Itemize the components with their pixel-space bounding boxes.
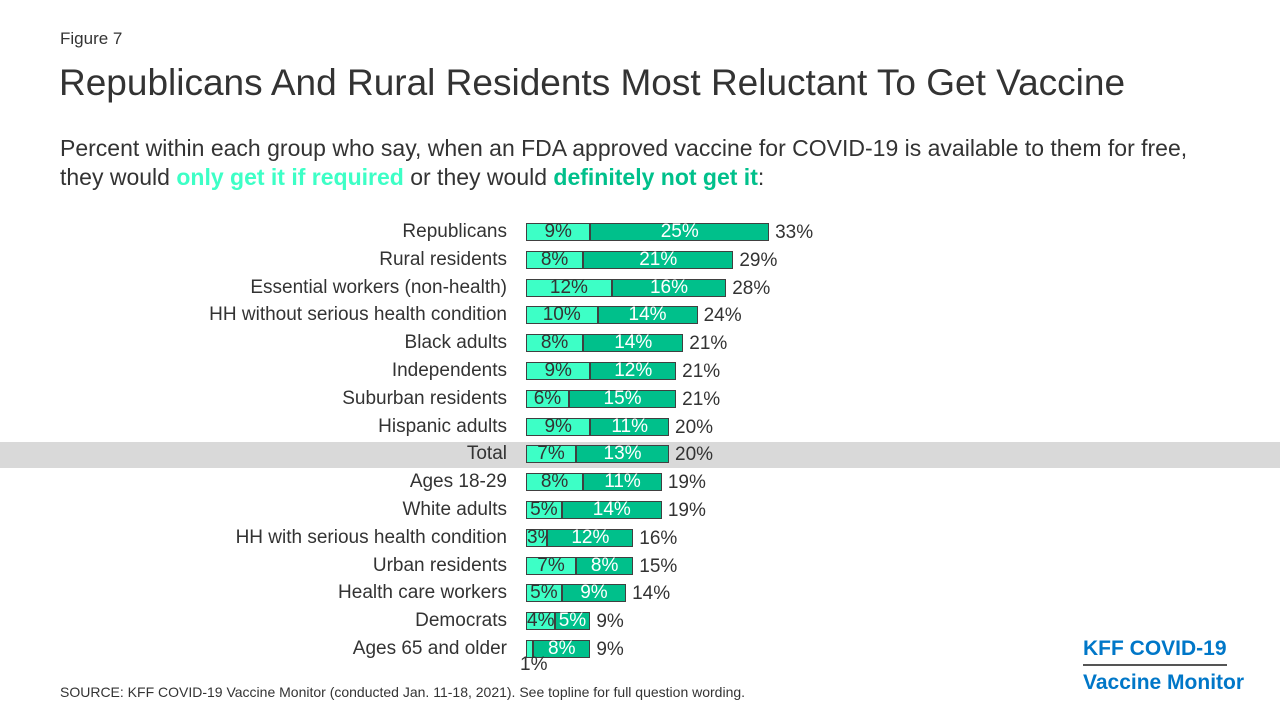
bar-definitely-not: 13% <box>576 444 669 464</box>
subtitle-text: Percent within each group who say, when … <box>60 135 1188 190</box>
bar-definitely-not: 8% <box>576 556 634 575</box>
category-label: Republicans <box>402 221 507 242</box>
total-label: 16% <box>639 527 678 549</box>
logo-line2: Vaccine Monitor <box>1083 671 1245 694</box>
category-label: Health care workers <box>338 582 507 604</box>
total-label: 20% <box>675 444 714 466</box>
total-label: 21% <box>689 333 728 355</box>
legend-only-if-required: only get it if required <box>176 164 404 190</box>
bar-definitely-not: 14% <box>597 305 698 325</box>
bar-definitely-not: 15% <box>568 389 677 408</box>
bar-definitely-not: 8% <box>533 639 591 658</box>
total-label: 19% <box>667 500 706 522</box>
category-label: Suburban residents <box>342 387 507 409</box>
category-label: Ages 18-29 <box>409 471 507 493</box>
bar-only-if-required: 7% <box>526 444 577 464</box>
category-label: Hispanic adults <box>378 415 507 437</box>
figure-label: Figure 7 <box>60 29 123 48</box>
subtitle-text: : <box>757 164 765 190</box>
total-label: 21% <box>682 388 721 410</box>
bar-definitely-not: 5% <box>554 611 591 631</box>
bar-only-if-required: 6% <box>526 389 569 408</box>
category-label: Essential workers (non-health) <box>250 276 507 298</box>
total-label: 28% <box>732 277 771 299</box>
bar-only-if-required: 9% <box>526 417 591 436</box>
bar-definitely-not: 25% <box>590 222 770 241</box>
bar-only-if-required: 4% <box>526 610 555 632</box>
bar-only-if-required: 8% <box>526 250 584 269</box>
category-label: Ages 65 and older <box>352 638 507 659</box>
bar-only-if-required: 5% <box>526 500 562 519</box>
bar-only-if-required: 10% <box>526 305 598 325</box>
source-note: SOURCE: KFF COVID-19 Vaccine Monitor (co… <box>60 684 746 700</box>
bar-only-if-required: 9% <box>526 222 591 241</box>
bar-definitely-not: 14% <box>561 500 662 519</box>
total-label: 33% <box>775 222 814 244</box>
bar-only-if-required: 8% <box>526 333 584 353</box>
data-label-only-if-required: 1% <box>520 654 548 675</box>
bar-definitely-not: 11% <box>590 417 669 436</box>
category-label: White adults <box>402 499 507 520</box>
total-label: 9% <box>596 639 624 661</box>
bar-definitely-not: 9% <box>561 583 627 603</box>
total-label: 14% <box>632 583 671 605</box>
bar-definitely-not: 12% <box>590 361 677 380</box>
category-label: HH with serious health condition <box>235 526 507 548</box>
total-label: 9% <box>596 611 624 633</box>
bar-only-if-required: 3% <box>526 526 555 548</box>
bar-only-if-required: 8% <box>526 472 584 492</box>
bar-definitely-not: 12% <box>547 528 634 547</box>
legend-definitely-not: definitely not get it <box>553 164 758 190</box>
kff-logo: KFF COVID-19 Vaccine Monitor <box>1083 636 1244 696</box>
bar-only-if-required <box>526 640 534 658</box>
category-label: Independents <box>391 360 507 381</box>
total-label: 21% <box>682 361 721 383</box>
bar-only-if-required: 7% <box>526 556 577 575</box>
bar-definitely-not: 16% <box>611 278 727 297</box>
total-label: 15% <box>639 555 678 577</box>
category-label: HH without serious health condition <box>209 304 507 326</box>
category-label: Democrats <box>415 610 507 632</box>
category-label: Black adults <box>404 332 507 354</box>
bar-only-if-required: 5% <box>526 583 562 603</box>
bar-definitely-not: 21% <box>583 250 734 269</box>
bar-only-if-required: 9% <box>526 361 591 380</box>
category-label: Rural residents <box>379 248 507 270</box>
total-label: 20% <box>675 416 714 438</box>
chart-subtitle: Percent within each group who say, when … <box>60 134 1210 192</box>
total-label: 29% <box>739 249 778 271</box>
logo-line1: KFF COVID-19 <box>1083 636 1227 666</box>
bar-definitely-not: 14% <box>583 333 684 353</box>
category-label: Total <box>466 443 507 465</box>
total-label: 24% <box>703 305 742 327</box>
subtitle-text: or they would <box>403 164 554 190</box>
bar-definitely-not: 11% <box>583 472 662 492</box>
category-label: Urban residents <box>372 554 507 576</box>
chart-title: Republicans And Rural Residents Most Rel… <box>59 62 1126 103</box>
bar-only-if-required: 12% <box>526 278 612 297</box>
total-label: 19% <box>667 472 706 494</box>
